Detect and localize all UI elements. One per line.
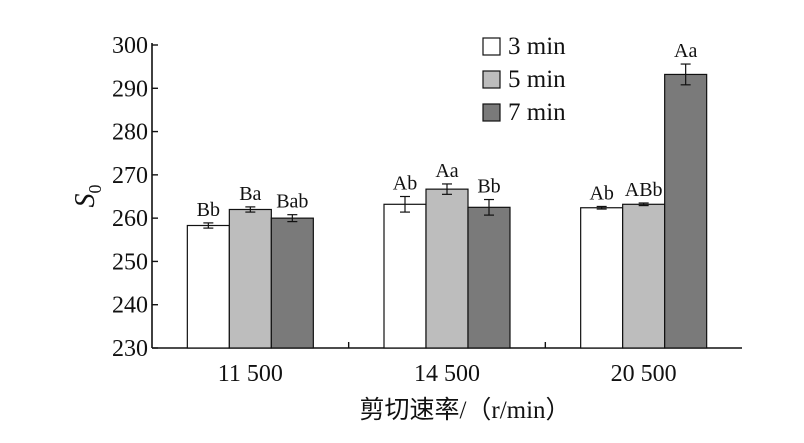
x-axis-title: 剪切速率/（r/min）	[359, 396, 570, 424]
y-tick-label-250: 250	[112, 249, 148, 275]
bar-2-0	[580, 207, 624, 349]
y-tick-label-270: 270	[112, 163, 148, 189]
bar-label-1-0: Ab	[393, 173, 417, 195]
bar-label-1-2: Bb	[477, 176, 500, 198]
bar-label-2-1: ABb	[625, 179, 663, 201]
bar-2-1	[622, 203, 666, 349]
y-tick-label-240: 240	[112, 293, 148, 319]
bar-label-0-2: Bab	[276, 191, 308, 213]
x-tick-label-0: 11 500	[218, 361, 283, 387]
bar-0-0	[186, 224, 230, 349]
legend-swatch-0	[482, 37, 501, 56]
bar-0-1	[228, 208, 272, 349]
legend-swatch-2	[482, 103, 501, 122]
y-tick-label-230: 230	[112, 336, 148, 362]
legend-label-2: 7 min	[508, 99, 566, 126]
bar-1-0	[383, 203, 427, 349]
legend-label-0: 3 min	[508, 33, 566, 60]
bar-label-1-1: Aa	[435, 160, 458, 182]
bar-1-1	[425, 188, 469, 349]
y-tick-label-290: 290	[112, 76, 148, 102]
y-axis-title: S0	[70, 185, 105, 208]
bar-label-0-0: Bb	[197, 199, 220, 221]
bar-label-2-0: Ab	[589, 182, 613, 204]
y-axis-title-subscript: 0	[85, 185, 105, 194]
bar-label-2-2: Aa	[674, 40, 697, 62]
x-tick-label-2: 20 500	[611, 361, 677, 387]
y-axis-title-main: S	[70, 194, 101, 208]
legend-label-1: 5 min	[508, 66, 566, 93]
x-tick-label-1: 14 500	[414, 361, 480, 387]
legend-swatch-1	[482, 70, 501, 89]
bar-0-2	[270, 217, 314, 349]
y-tick-label-300: 300	[112, 33, 148, 59]
bar-1-2	[467, 206, 511, 349]
y-tick-label-280: 280	[112, 120, 148, 146]
bar-label-0-1: Ba	[239, 183, 261, 205]
bar-2-2	[664, 73, 708, 349]
y-tick-label-260: 260	[112, 206, 148, 232]
